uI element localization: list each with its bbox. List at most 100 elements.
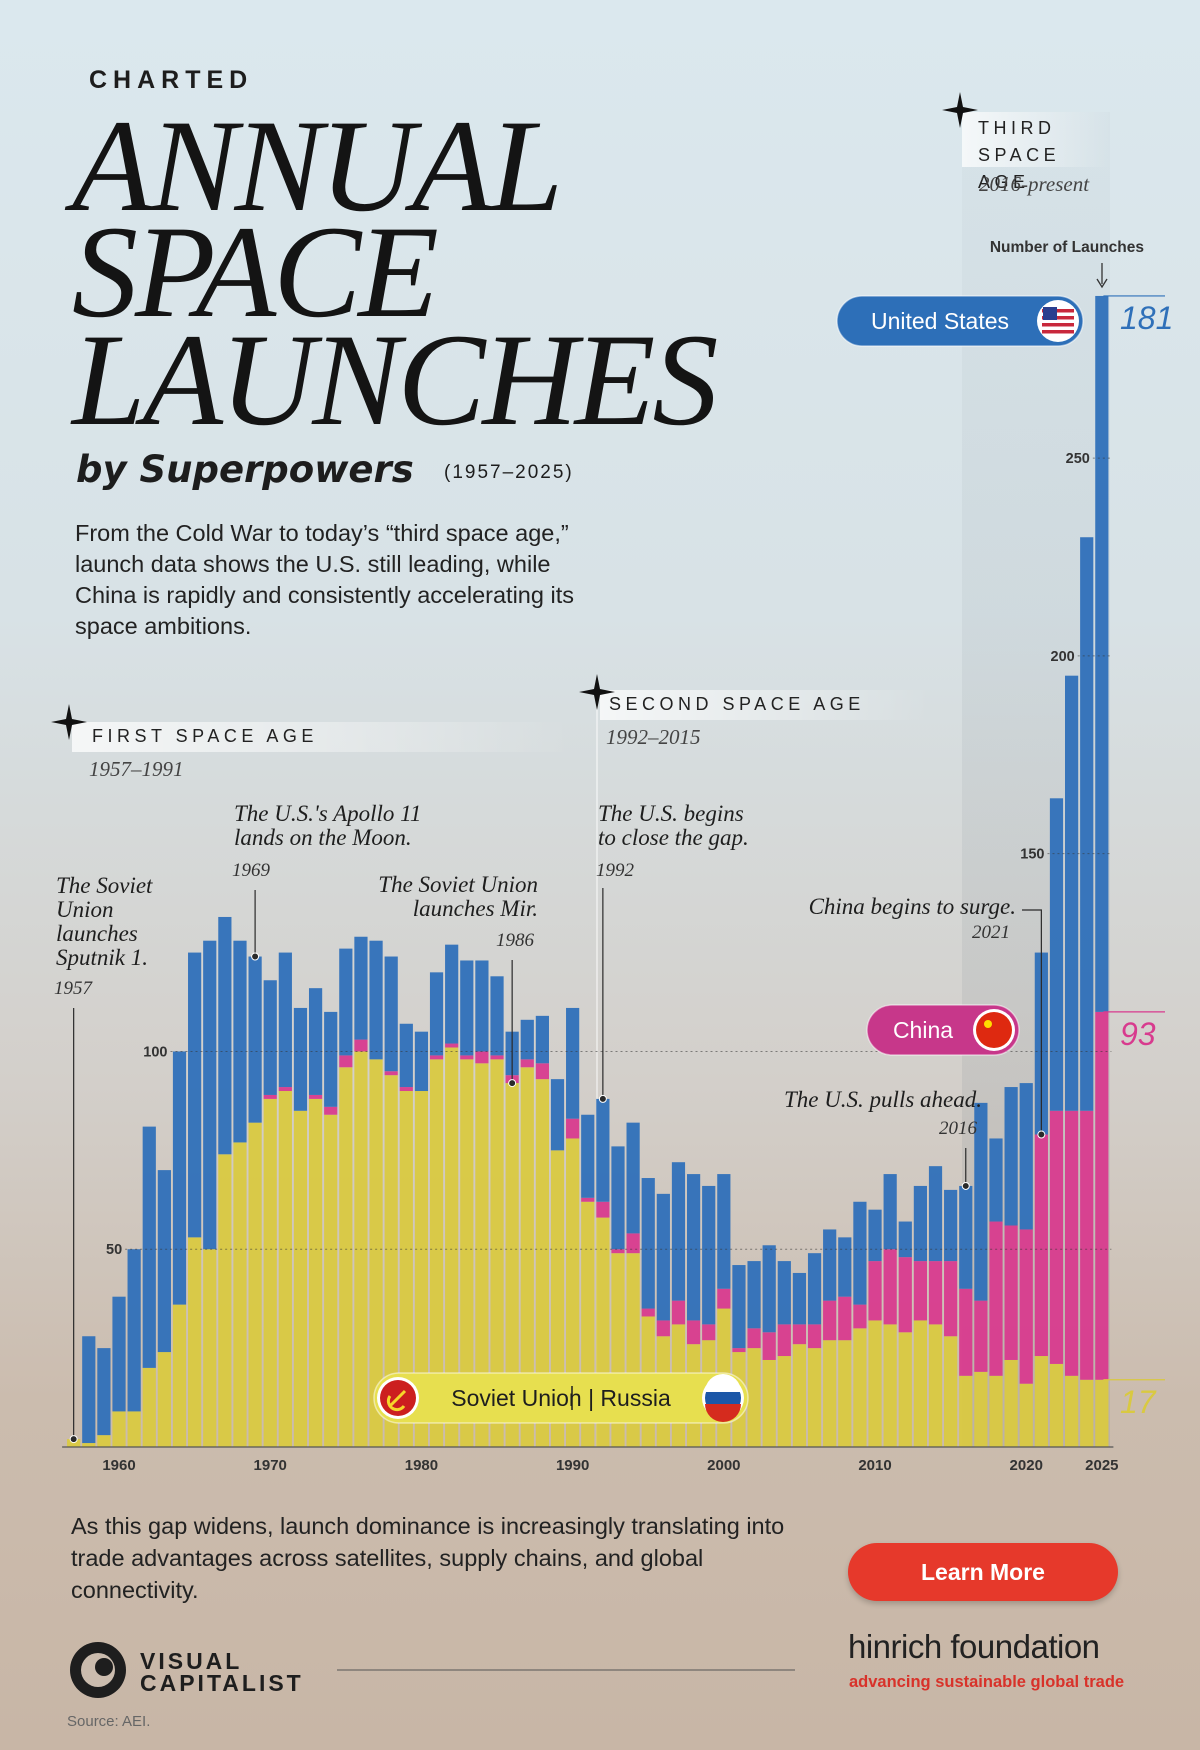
y-tick-label: 250 [1066,451,1090,467]
bar [414,1091,429,1447]
x-tick-label: 2025 [1085,1457,1118,1474]
bar [445,944,459,1044]
bar [293,1007,308,1111]
bar [853,1328,867,1447]
bar [686,1320,701,1345]
bar [641,1178,655,1309]
y-tick-label: 50 [106,1242,122,1258]
annotation-dot [69,1435,78,1444]
bar [399,1087,413,1092]
bar [520,1059,534,1068]
sparkle [942,92,978,128]
era-period: 2016-present [979,172,1090,196]
bar [475,960,489,1052]
annotation: The U.S. pulls ahead. [783,1087,982,1112]
bar [853,1304,867,1329]
title: SPACE [72,198,439,345]
bar [1019,1229,1033,1384]
bar [611,1249,625,1254]
bar [883,1174,897,1250]
bar [218,1154,232,1447]
bar [1095,1379,1109,1447]
bar [188,1237,202,1447]
bar [959,1288,973,1376]
annotation-year: 2016 [939,1118,977,1139]
sparkle [579,674,615,710]
bar [278,1091,292,1447]
description: From the Cold War to today’s “third spac… [75,520,574,639]
bar [823,1340,837,1447]
annotation-year: 2021 [972,922,1010,943]
bar [490,1059,504,1447]
bar [898,1257,912,1333]
x-tick-label: 1970 [254,1457,287,1474]
bar [82,1336,96,1444]
bar [308,988,323,1095]
bar [883,1249,897,1325]
bar [777,1356,791,1447]
bar [913,1320,927,1447]
bar [868,1320,882,1447]
bar [883,1324,897,1447]
bar [717,1174,731,1289]
bar [777,1324,791,1357]
bar [460,1055,474,1060]
era-name: FIRST SPACE AGE [92,726,318,746]
plot: 50 100 150 200 250 1960 1970 1980 1990 2000 2010 20… [62,295,1173,1474]
bar [868,1261,882,1321]
bar [989,1375,1003,1447]
bar [354,1039,368,1052]
annotation: The Soviet Union launches Sputnik 1. [56,873,153,970]
brand: CAPITALIST [140,1670,304,1696]
x-tick-label: 2020 [1010,1457,1043,1474]
bar [460,960,474,1056]
flag [1042,330,1074,334]
bar [399,1091,413,1447]
bar [823,1229,837,1301]
bar [1004,1087,1018,1226]
bar [248,956,262,1123]
bar [248,1122,262,1447]
bar [233,940,247,1143]
bar [671,1162,686,1301]
legend-pill [373,1372,749,1424]
bar [339,948,353,1056]
bar [566,1007,580,1119]
partner: hinrich foundation [848,1628,1100,1665]
bar [732,1265,746,1349]
bar [172,1051,187,1305]
bar [82,1443,96,1447]
bar [974,1300,988,1372]
y-tick-label: 200 [1051,649,1075,665]
bar [928,1261,943,1325]
bar [414,1031,429,1092]
bar [611,1146,625,1250]
era-banner [962,112,1112,167]
bar [1019,1083,1033,1230]
bar [974,1371,988,1447]
bar [429,972,444,1056]
annotation-dot [508,1079,517,1088]
x-tick-label: 2010 [858,1457,891,1474]
bar [928,1166,943,1262]
bar [1095,1011,1109,1380]
bar [97,1435,111,1447]
annotation-dot [1037,1130,1046,1139]
era-period: 1957–1991 [89,757,184,781]
learn-more-button[interactable]: Learn More [848,1543,1118,1601]
bar [535,1063,549,1080]
source: Source: AEI. [67,1713,151,1730]
bar [566,1138,580,1447]
bar [1080,537,1094,1111]
annotation: China begins to surge. [808,894,1016,919]
bar [807,1324,822,1349]
footer-text: As this gap widens, launch dominance is … [71,1513,785,1603]
end-value-label: 93 [1120,1016,1156,1052]
bar [293,1110,308,1447]
annotation-dot [961,1181,970,1190]
bar [490,1055,504,1060]
flag [386,1389,407,1412]
flag [1043,307,1057,320]
bar [671,1300,686,1325]
bar [1080,1379,1094,1447]
